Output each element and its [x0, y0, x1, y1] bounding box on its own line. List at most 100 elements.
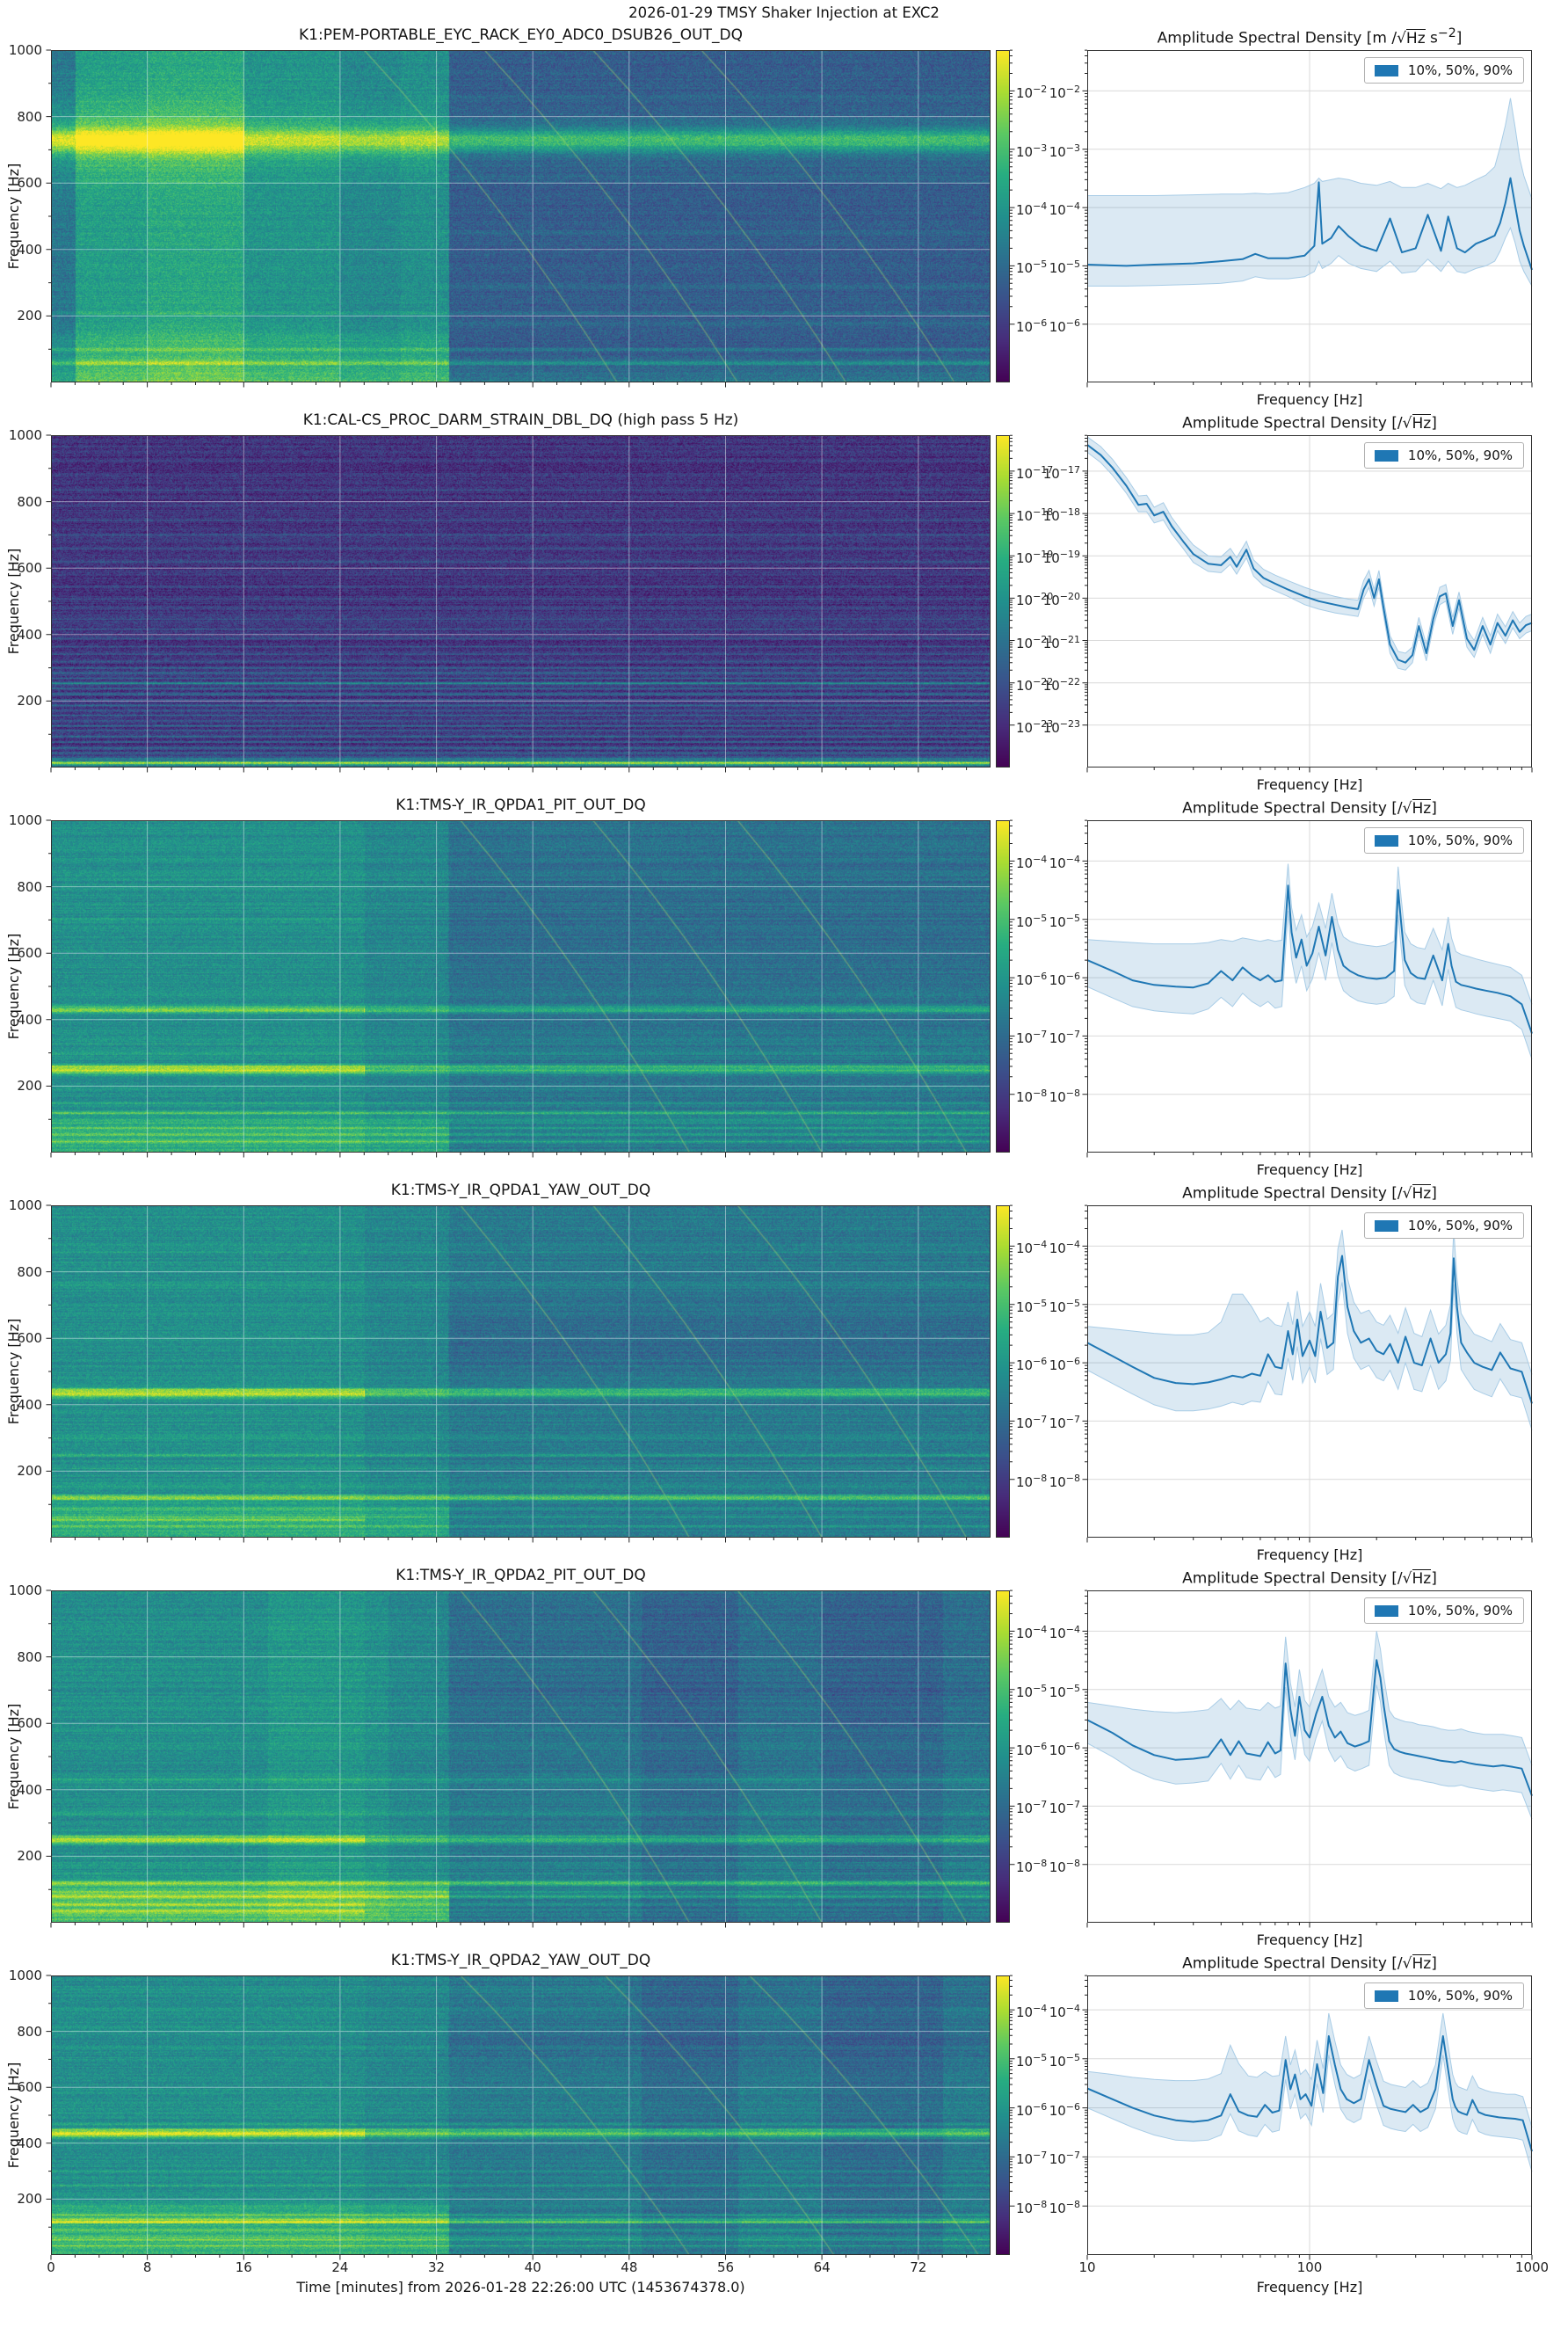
asd-ytick-label: 10−5 — [1049, 1682, 1080, 1700]
colorbar-tick-label: 10−20 — [1016, 591, 1054, 609]
time-tick-label: 40 — [524, 2259, 541, 2275]
asd-ytick-label: 10−5 — [1049, 258, 1080, 277]
legend-swatch — [1374, 449, 1398, 462]
colorbar-tick-label: 10−4 — [1016, 2003, 1048, 2021]
colorbar-canvas — [996, 50, 1010, 382]
asd-ytick-label: 10−6 — [1049, 1741, 1080, 1759]
time-tick-label: 0 — [47, 2259, 55, 2275]
colorbar-tick-label: 10−5 — [1016, 912, 1048, 930]
legend-swatch — [1374, 64, 1398, 76]
colorbar-tick-label: 10−6 — [1016, 1356, 1048, 1374]
spectrogram-title: K1:TMS-Y_IR_QPDA1_YAW_OUT_DQ — [390, 1182, 651, 1199]
freq-tick-label: 1000 — [8, 1968, 42, 1983]
freq-tick-label: 400 — [17, 1781, 42, 1798]
freq-tick-label: 600 — [17, 560, 42, 577]
colorbar-tick-label: 10−8 — [1016, 1857, 1048, 1875]
spectrogram-title: K1:TMS-Y_IR_QPDA2_YAW_OUT_DQ — [390, 1952, 651, 1969]
asd-ytick-label: 10−5 — [1049, 912, 1080, 930]
legend-swatch — [1374, 1219, 1398, 1232]
asd-plot — [1082, 1204, 1533, 1543]
time-tick-label: 8 — [142, 2259, 152, 2275]
colorbar-axes — [996, 1975, 1015, 2255]
asd-ytick-label: 10−6 — [1049, 971, 1080, 989]
legend-label: 10%, 50%, 90% — [1407, 447, 1513, 463]
asd-ytick-label: 10−4 — [1049, 1239, 1080, 1257]
frequency-axis-label: Frequency [Hz] — [5, 548, 22, 655]
colorbar-tick-label: 10−8 — [1016, 1087, 1048, 1105]
asd-ytick-label: 10−6 — [1049, 316, 1080, 335]
legend-label: 10%, 50%, 90% — [1407, 833, 1513, 848]
colorbar-tick-label: 10−7 — [1016, 1029, 1048, 1047]
asd-ytick-label: 10−5 — [1049, 2051, 1080, 2070]
colorbar-axes — [996, 1204, 1015, 1538]
freq-tick-label: 400 — [17, 1011, 42, 1028]
colorbar-axes — [996, 49, 1015, 382]
colorbar-tick-label: 10−5 — [1016, 258, 1048, 277]
asd-ytick-label: 10−22 — [1042, 675, 1080, 694]
freq-tick-label: 200 — [17, 1463, 42, 1480]
asd-plot — [1082, 434, 1533, 773]
asd-xlabel: Frequency [Hz] — [1256, 2279, 1363, 2295]
asd-ytick-label: 10−21 — [1042, 633, 1080, 651]
legend: 10%, 50%, 90% — [1363, 827, 1524, 854]
colorbar-tick-label: 10−6 — [1016, 2100, 1048, 2119]
asd-xlabel: Frequency [Hz] — [1256, 1161, 1363, 1178]
asd-ytick-label: 10−4 — [1049, 2003, 1080, 2021]
legend: 10%, 50%, 90% — [1363, 442, 1524, 469]
asd-title: Amplitude Spectral Density [/√Hz] — [1182, 798, 1437, 818]
asd-ytick-label: 10−8 — [1049, 2199, 1080, 2217]
time-axis-label: Time [minutes] from 2026-01-28 22:26:00 … — [296, 2279, 745, 2295]
colorbar-tick-label: 10−7 — [1016, 2150, 1048, 2168]
spectrogram-axes — [46, 1204, 991, 1543]
asd-ytick-label: 10−4 — [1049, 854, 1080, 872]
asd-plot — [1082, 49, 1533, 388]
time-tick-label: 32 — [428, 2259, 446, 2275]
colorbar-tick-label: 10−4 — [1016, 200, 1048, 219]
asd-ytick-label: 10−6 — [1049, 2100, 1080, 2119]
colorbar-canvas — [996, 1590, 1010, 1923]
legend: 10%, 50%, 90% — [1363, 1597, 1524, 1624]
freq-tick-label: 600 — [17, 1715, 42, 1732]
colorbar-tick-label: 10−6 — [1016, 316, 1048, 335]
freq-tick-label: 400 — [17, 241, 42, 258]
frequency-axis-label: Frequency [Hz] — [5, 2062, 22, 2169]
freq-tick-label: 400 — [17, 626, 42, 643]
asd-ytick-label: 10−20 — [1042, 591, 1080, 609]
colorbar-tick-label: 10−5 — [1016, 1297, 1048, 1315]
asd-ytick-label: 10−2 — [1049, 84, 1080, 102]
asd-ytick-label: 10−8 — [1049, 1857, 1080, 1875]
asd-ytick-label: 10−8 — [1049, 1472, 1080, 1490]
colorbar-canvas — [996, 435, 1010, 768]
asd-ytick-label: 10−17 — [1042, 463, 1080, 482]
asd-ytick-label: 10−3 — [1049, 142, 1080, 160]
asd-plot — [1082, 1975, 1533, 2260]
freq-tick-label: 200 — [17, 1848, 42, 1865]
figure-title: 2026-01-29 TMSY Shaker Injection at EXC2 — [628, 4, 940, 21]
freq-tick-label: 800 — [17, 878, 42, 895]
asd-ytick-label: 10−6 — [1049, 1356, 1080, 1374]
freq-tick-label: 800 — [17, 108, 42, 125]
asd-ytick-label: 10−19 — [1042, 549, 1080, 567]
spectrogram-axes — [46, 819, 991, 1158]
spectrogram-canvas — [51, 1205, 991, 1538]
asd-ytick-label: 10−4 — [1049, 200, 1080, 219]
spectrogram-canvas — [51, 50, 991, 382]
colorbar-axes — [996, 1590, 1015, 1923]
colorbar-canvas — [996, 1205, 1010, 1538]
legend: 10%, 50%, 90% — [1363, 57, 1524, 84]
asd-plot — [1082, 819, 1533, 1158]
time-tick-label: 24 — [331, 2259, 349, 2275]
spectrogram-canvas — [51, 1975, 991, 2255]
colorbar-canvas — [996, 820, 1010, 1153]
asd-ytick-label: 10−7 — [1049, 1799, 1080, 1817]
freq-tick-label: 600 — [17, 2079, 42, 2096]
asd-ytick-label: 10−4 — [1049, 1624, 1080, 1642]
legend: 10%, 50%, 90% — [1363, 1982, 1524, 2009]
freq-tick-label: 1000 — [8, 42, 42, 58]
colorbar-tick-label: 10−8 — [1016, 2199, 1048, 2217]
legend-label: 10%, 50%, 90% — [1407, 1988, 1513, 2004]
colorbar-tick-label: 10−21 — [1016, 633, 1054, 651]
colorbar-tick-label: 10−3 — [1016, 142, 1048, 160]
asd-ytick-label: 10−5 — [1049, 1297, 1080, 1315]
